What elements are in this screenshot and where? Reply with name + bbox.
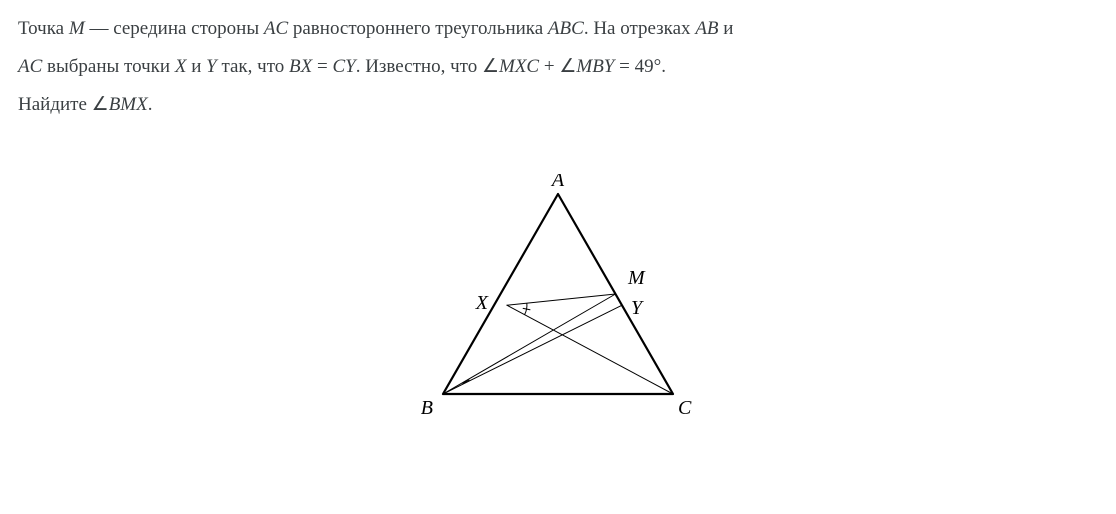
text: = 49° bbox=[614, 56, 661, 77]
math-ABC: ABC bbox=[548, 18, 584, 39]
svg-text:X: X bbox=[475, 292, 489, 314]
math-M: M bbox=[69, 18, 85, 39]
svg-text:Y: Y bbox=[631, 297, 644, 319]
triangle-diagram: A B C M X Y bbox=[388, 174, 728, 434]
text: . На отрезках bbox=[584, 18, 696, 39]
math-AC2: AC bbox=[18, 56, 42, 77]
math-X: X bbox=[175, 56, 187, 77]
angle-symbol: ∠ bbox=[559, 56, 576, 77]
math-AB: AB bbox=[695, 18, 718, 39]
angle-symbol: ∠ bbox=[482, 56, 499, 77]
text: Точка bbox=[18, 18, 69, 39]
figure: A B C M X Y bbox=[18, 174, 1098, 439]
math-MXC: MXC bbox=[499, 56, 539, 77]
text: равностороннего треугольника bbox=[288, 18, 548, 39]
svg-text:A: A bbox=[550, 174, 565, 191]
text: Найдите bbox=[18, 94, 92, 115]
text: = bbox=[312, 56, 332, 77]
svg-text:B: B bbox=[421, 397, 433, 419]
svg-text:M: M bbox=[627, 267, 646, 289]
svg-text:C: C bbox=[678, 397, 692, 419]
math-BX: BX bbox=[289, 56, 312, 77]
text: . Известно, что bbox=[356, 56, 482, 77]
text: и bbox=[719, 18, 734, 39]
angle-symbol: ∠ bbox=[92, 94, 109, 115]
math-AC: AC bbox=[264, 18, 288, 39]
text: так, что bbox=[217, 56, 289, 77]
text: . bbox=[661, 56, 666, 77]
problem-statement: Точка M — середина стороны AC равносторо… bbox=[18, 10, 1098, 124]
math-CY: CY bbox=[332, 56, 355, 77]
math-Y: Y bbox=[206, 56, 217, 77]
text: + bbox=[539, 56, 559, 77]
text: выбраны точки bbox=[42, 56, 175, 77]
text: и bbox=[186, 56, 206, 77]
math-BMX: BMX bbox=[109, 94, 148, 115]
text: — середина стороны bbox=[85, 18, 264, 39]
math-MBY: MBY bbox=[576, 56, 614, 77]
text: . bbox=[148, 94, 153, 115]
